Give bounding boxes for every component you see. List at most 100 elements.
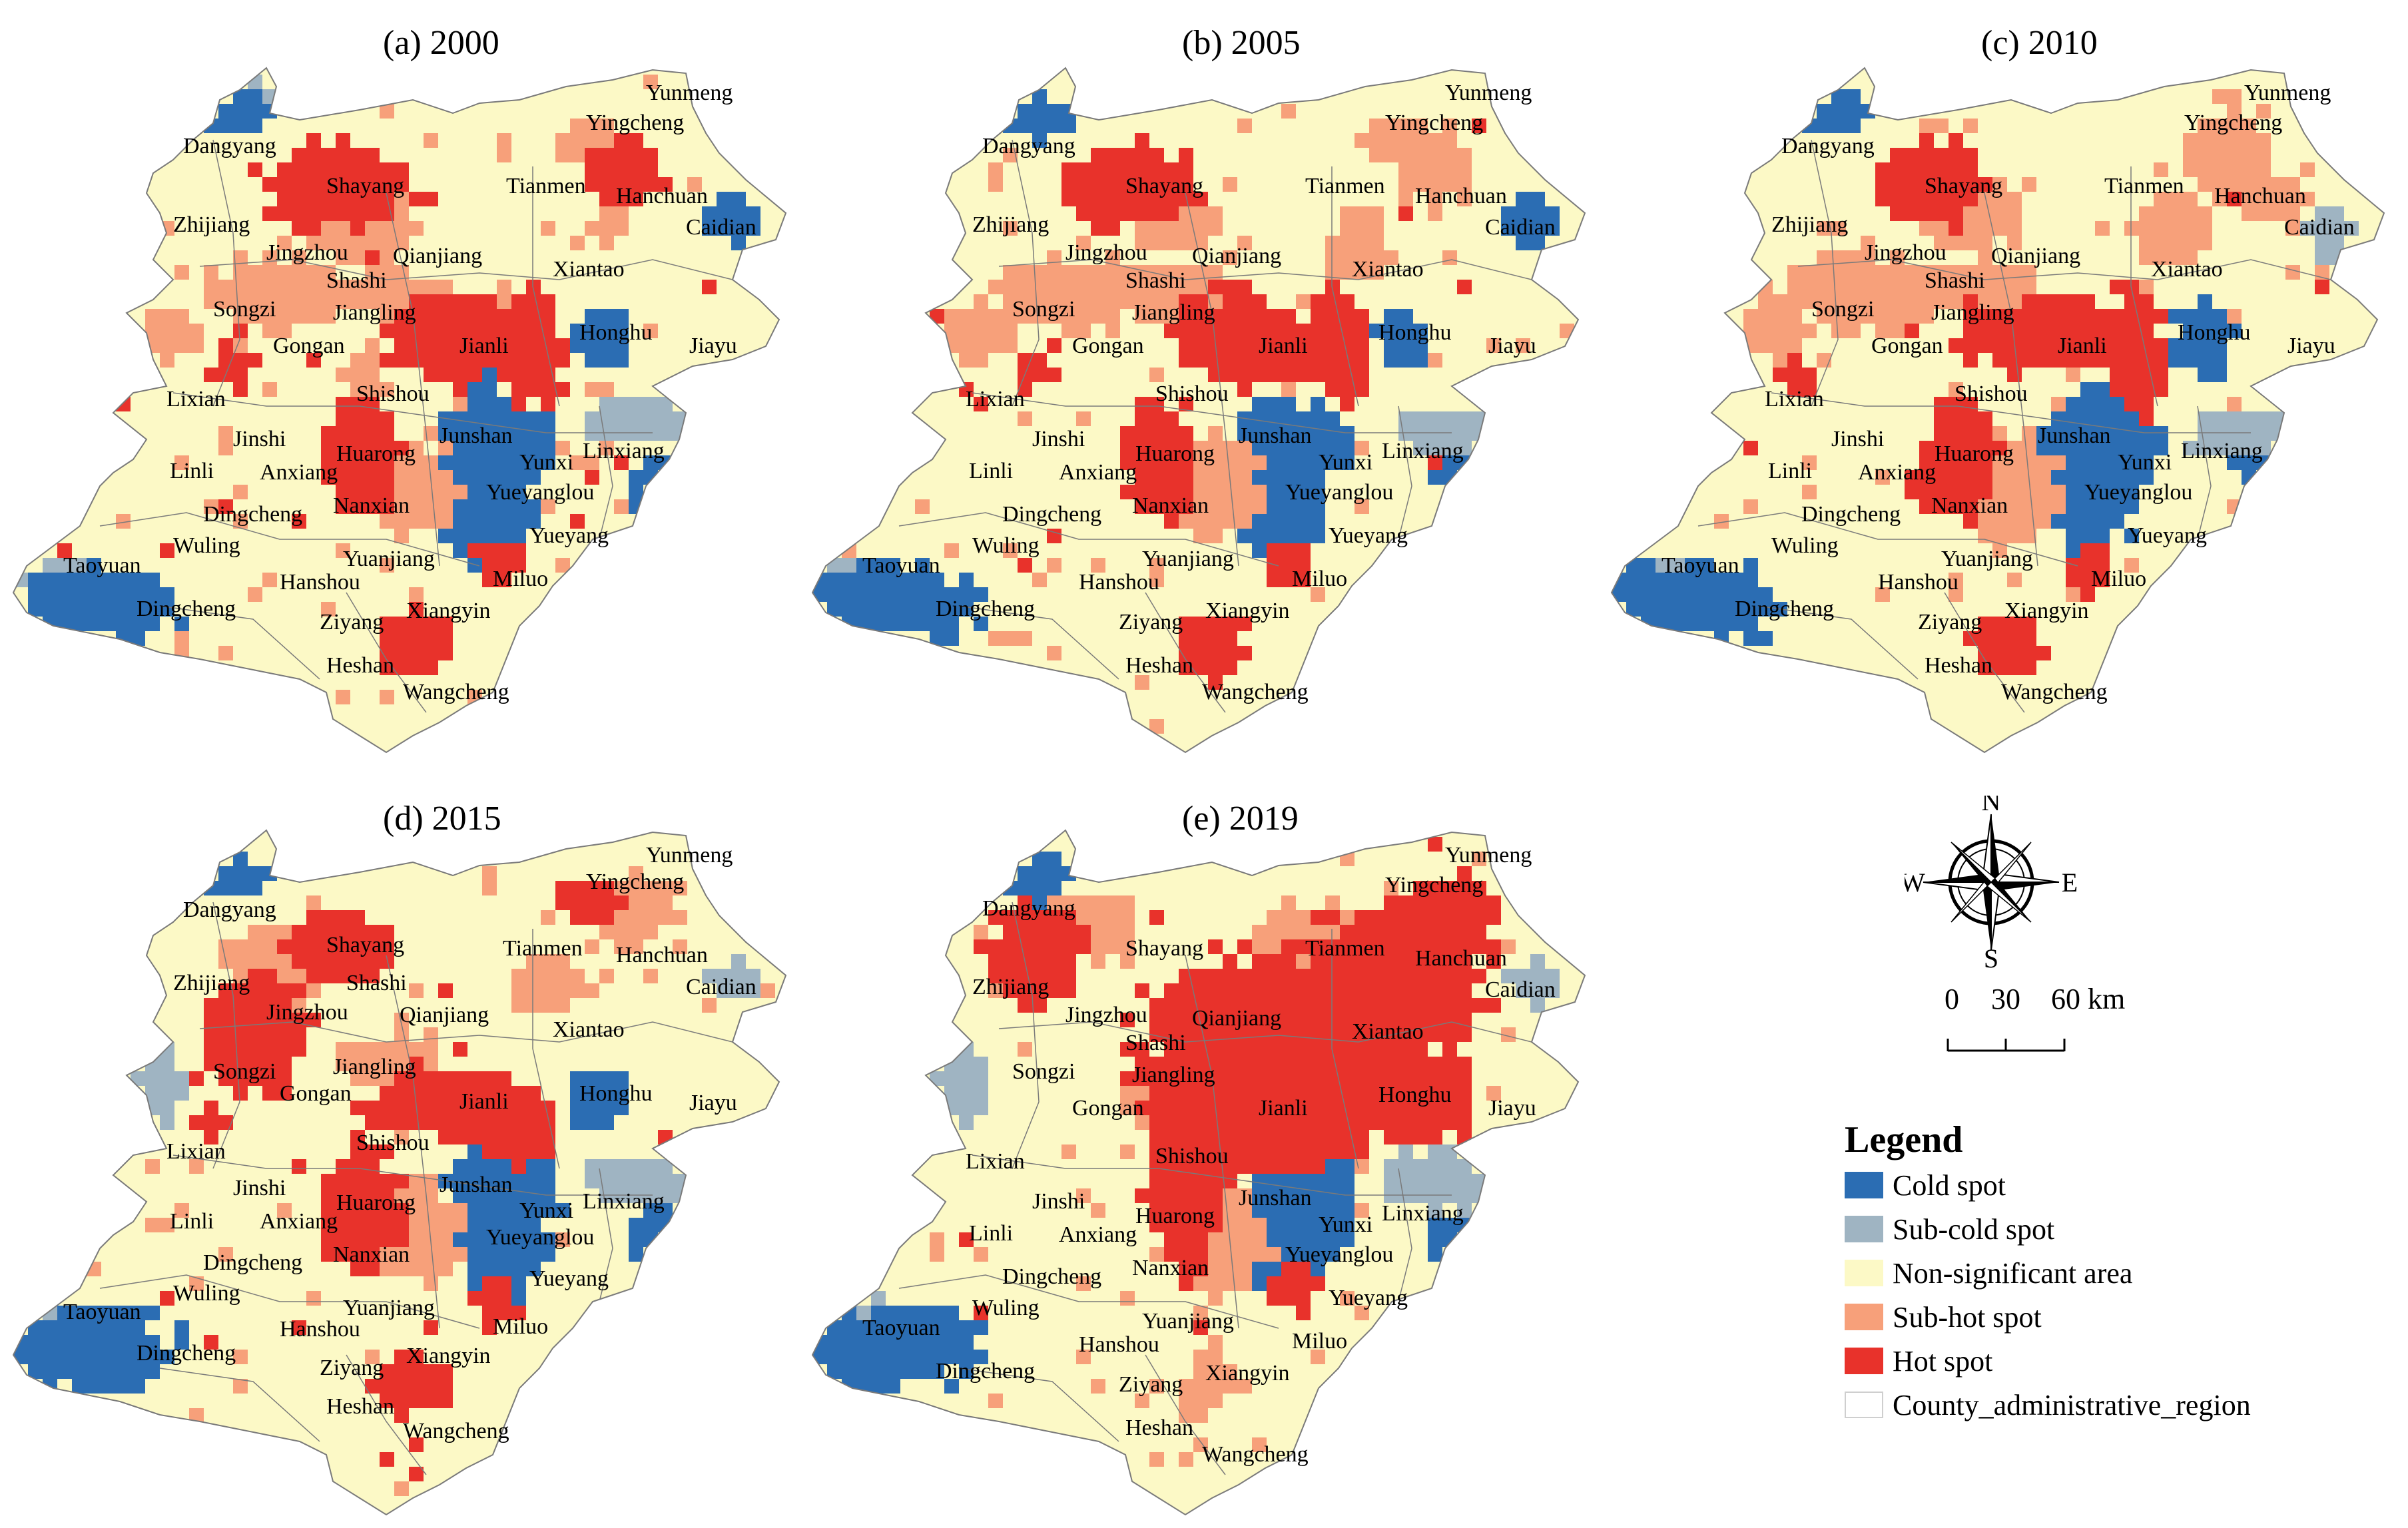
county-boundary [2197,405,2212,540]
grid-cell-hot [1179,499,1193,514]
grid-cell-hot [1325,998,1340,1013]
grid-cell-hot [453,1042,467,1057]
grid-cell-hot [1252,954,1267,969]
grid-cell-cold [482,1159,497,1174]
grid-cell-subhot [2198,119,2212,133]
grid-cell-subhot [350,1057,365,1071]
grid-cell-cold [1442,1218,1457,1232]
grid-cell-hot [424,1379,438,1394]
grid-cell-cold [511,1291,526,1306]
grid-cell-hot [1193,969,1208,983]
grid-cell-subhot [350,1071,365,1086]
grid-cell-subhot [1091,1203,1105,1218]
grid-cell-cold [1047,852,1061,866]
grid-cell-subhot [930,1247,944,1262]
grid-cell-cold [915,1335,930,1350]
grid-cell-cold [1340,1188,1354,1203]
place-label: Shishou [1155,382,1229,406]
grid-cell-hot [1325,382,1340,397]
place-label: Junshan [440,1172,513,1197]
grid-cell-subhot [1135,309,1149,324]
grid-cell-subhot [2300,192,2315,206]
grid-cell-hot [974,939,988,954]
grid-cell-hot [2095,543,2110,558]
grid-cell-cold [1267,1262,1281,1276]
grid-cell-subhot [2036,514,2051,529]
grid-cell-subhot [570,983,585,998]
grid-cell-subhot [570,455,585,470]
grid-cell-cold [541,1232,555,1247]
grid-cell-hot [1237,1071,1252,1086]
county-boundary [958,1368,1119,1442]
grid-cell-cold [116,1379,131,1394]
grid-cell-cold [886,1379,900,1394]
grid-cell-cold [2183,324,2198,338]
grid-cell-subhot [1428,148,1442,162]
grid-cell-subhot [1237,1276,1252,1291]
grid-cell-hot [438,617,453,631]
grid-cell-subhot [1120,895,1135,910]
grid-cell-hot [1325,1101,1340,1115]
grid-cell-cold [2110,411,2124,426]
grid-cell-hot [394,324,409,338]
grid-cell-hot [365,162,380,177]
grid-cell-subhot [2139,250,2154,265]
county-boundary [386,192,440,567]
grid-cell-hot [409,646,424,660]
grid-cell-hot [380,1174,394,1188]
grid-cell-cold [2066,455,2080,470]
grid-cell-subhot [1340,265,1354,280]
grid-cell-cold [1325,1188,1340,1203]
grid-cell-hot [365,250,380,265]
grid-cell-hot [974,1306,988,1320]
grid-cell-hot [380,1452,394,1467]
grid-cell-hot [1179,455,1193,470]
grid-cell-hot [1905,206,1919,221]
grid-cell-subhot [409,1247,424,1262]
grid-cell-subhot [1193,485,1208,499]
grid-cell-cold [1743,617,1758,631]
grid-cell-hot [350,1130,365,1145]
grid-cell-hot [1223,1145,1237,1159]
grid-cell-hot [1047,368,1061,382]
grid-cell-hot [2036,294,2051,309]
grid-cell-cold [233,866,248,881]
grid-cell-cold [599,1115,614,1130]
grid-cell-subhot [988,983,1003,998]
grid-cell-hot [1949,426,1963,441]
grid-cell-hot [2110,324,2124,338]
grid-cell-cold [87,1379,101,1394]
grid-cell-cold [87,1306,101,1320]
grid-cell-subhot [365,280,380,294]
grid-cell-subhot [1875,470,1890,485]
grid-cell-cold [871,558,886,573]
grid-cell-hot [526,280,541,294]
grid-cell-cold [746,206,760,221]
grid-cell-subhot [1193,1306,1208,1320]
grid-cell-hot [1091,206,1105,221]
grid-cell-subhot [1817,309,1831,324]
grid-cell-cold [482,485,497,499]
grid-cell-hot [1963,426,1978,441]
grid-cell-subcold [959,1057,974,1071]
grid-cell-hot [1149,910,1164,925]
grid-cell-hot [277,192,292,206]
grid-cell-hot [1354,1086,1369,1101]
grid-cell-hot [262,1086,277,1101]
grid-cell-hot [1354,1115,1369,1130]
grid-cell-cold [886,558,900,573]
study-area [13,68,786,752]
grid-cell-subhot [394,1057,409,1071]
grid-cell-hot [1311,1130,1325,1145]
grid-cell-subcold [599,411,614,426]
grid-cell-cold [1296,470,1311,485]
grid-cell-subcold [2329,221,2344,236]
grid-cell-subhot [541,954,555,969]
grid-cell-hot [1281,1101,1296,1115]
grid-cell-hot [1311,939,1325,954]
grid-cell-cold [1267,485,1281,499]
grid-cell-subhot [380,309,394,324]
grid-cell-hot [1311,983,1325,998]
grid-cell-subhot [1846,309,1861,324]
grid-cell-cold [160,602,174,617]
